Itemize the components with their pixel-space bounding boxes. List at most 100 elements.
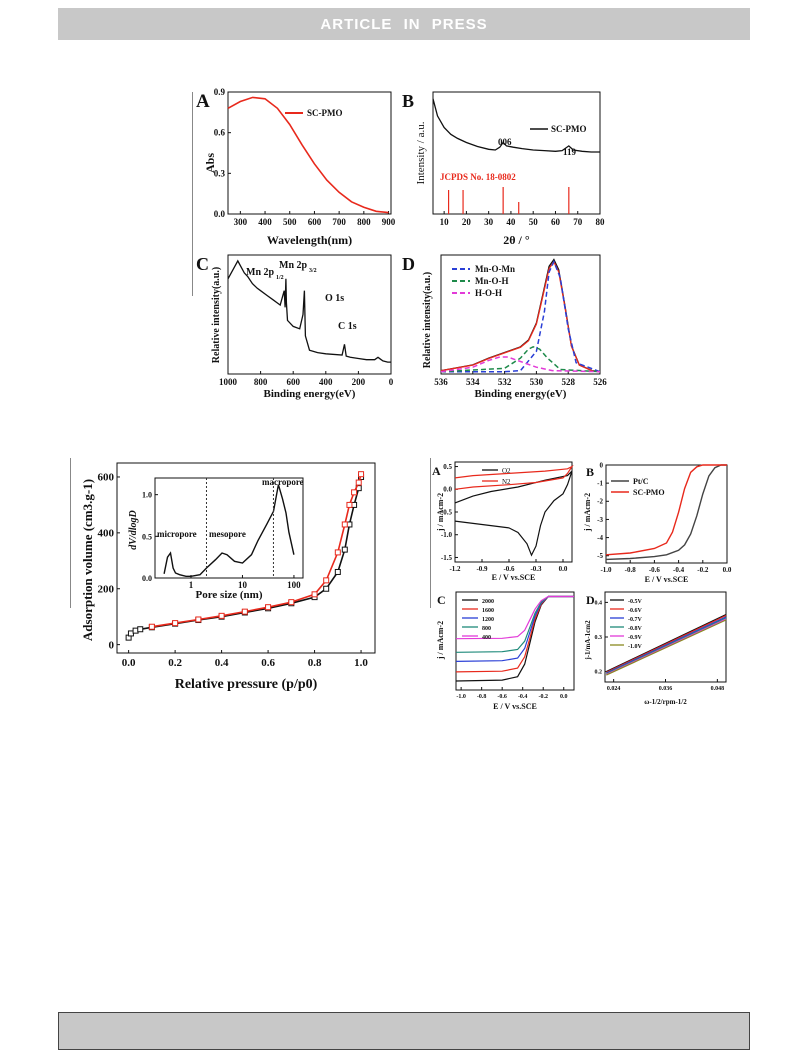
x-tick-label: 50 [529, 217, 539, 227]
y-axis-label: Adsorption volume (cm3.g-1) [80, 479, 95, 641]
panel-letter: C [437, 593, 446, 607]
x-axis-label: E / V vs.SCE [645, 575, 689, 584]
inset-y-axis-label: dV/dlogD [128, 510, 139, 549]
data-point-adsorption [323, 585, 330, 592]
y-tick-label: -5 [597, 552, 603, 560]
legend-label: SC-PMO [307, 108, 343, 118]
data-point-desorption [172, 620, 179, 627]
x-tick-label: 1000 [219, 377, 238, 387]
peak-label-o1s: O 1s [325, 293, 344, 304]
legend-label: 1600 [482, 608, 494, 614]
x-tick-label: 0.0 [723, 566, 732, 574]
legend-label: 1200 [482, 617, 494, 623]
legend-label: -0.6V [628, 608, 642, 614]
y-tick-label: 600 [98, 472, 115, 484]
data-point-desorption [355, 479, 362, 486]
x-axis-label: 2θ / ° [503, 233, 530, 247]
x-tick-label: -0.2 [538, 694, 548, 700]
legend-label: -0.7V [628, 617, 642, 623]
peak-label-mn-2p32: Mn 2p [279, 260, 308, 271]
inset-series-line [163, 484, 295, 577]
y-tick-label: 0.0 [443, 486, 452, 494]
legend-label: 800 [482, 626, 491, 632]
x-tick-label: 534 [466, 377, 480, 387]
y-tick-label: 0.3 [214, 168, 226, 178]
x-axis-label: Wavelength(nm) [267, 233, 352, 247]
figure-divider [192, 92, 193, 296]
axis-frame [604, 591, 727, 683]
region-label: macropore [262, 477, 304, 487]
series-line-kl [606, 618, 727, 675]
y-tick-label: -3 [597, 516, 603, 524]
legend-label: N2 [502, 478, 511, 486]
y-axis-label: j / mAcm-2 [436, 493, 445, 532]
data-point-adsorption [334, 568, 341, 575]
axis-frame [454, 461, 573, 563]
y-tick-label: 0 [109, 639, 115, 651]
series-line-sc-pmo [227, 96, 389, 214]
y-axis-label: j / mAcm-2 [436, 621, 445, 660]
series-line-mn-o-mn [441, 259, 601, 373]
legend-label: -0.8V [628, 626, 642, 632]
axis-frame [432, 91, 601, 215]
x-tick-label: -1.2 [449, 565, 461, 573]
x-tick-label: -1.0 [456, 694, 466, 700]
legend-label: -1.0V [628, 644, 642, 650]
x-tick-label: 60 [551, 217, 561, 227]
x-tick-label: -0.8 [625, 566, 637, 574]
y-tick-label: 400 [98, 528, 115, 540]
banner-text: ARTICLE IN PRESS [320, 15, 488, 33]
x-tick-label: 20 [462, 217, 472, 227]
series-line-o2 [454, 470, 573, 557]
y-tick-label: 0.3 [595, 635, 603, 641]
x-tick-label: 536 [434, 377, 448, 387]
series-line-rpm-800 [455, 595, 574, 653]
x-tick-label: 532 [498, 377, 512, 387]
y-axis-label: j-1/mA-1cm2 [584, 620, 592, 661]
series-line-kl [606, 613, 727, 673]
data-point-desorption [288, 599, 295, 606]
x-tick-label: -0.6 [649, 566, 661, 574]
x-tick-label: 500 [283, 217, 297, 227]
x-tick-label: 1.0 [354, 657, 368, 669]
y-tick-label: -1.5 [441, 554, 453, 562]
legend-label: O2 [502, 467, 511, 475]
series-line-kl [606, 614, 727, 673]
panel-letter: D [402, 254, 415, 274]
axis-frame [605, 464, 728, 564]
data-point-desorption [351, 489, 358, 496]
peak-label-subscript: 1/2 [276, 275, 284, 281]
chart-orr-C-rpm: -1.0 -0.8 -0.6 -0.4 -0.2 0.0 2000 1600 1200 800 40… [436, 591, 575, 711]
series-line-rpm-400 [455, 595, 574, 640]
x-tick-label: 0.048 [711, 686, 725, 692]
x-tick-label: 400 [258, 217, 272, 227]
peak-label-subscript: 3/2 [309, 268, 317, 274]
x-tick-label: 40 [506, 217, 516, 227]
panel-letter: B [586, 465, 594, 479]
peak-label-c1s: C 1s [338, 321, 357, 332]
inset-x-tick-label: 10 [238, 580, 248, 590]
panel-letter: C [196, 254, 209, 274]
data-point-desorption [323, 577, 330, 584]
legend-label: SC-PMO [551, 124, 587, 134]
legend-label: Mn-O-H [475, 276, 509, 286]
y-tick-label: -1.0 [441, 531, 453, 539]
x-tick-label: 700 [332, 217, 346, 227]
panel-letter: D [586, 593, 595, 607]
axis-frame [116, 462, 376, 654]
series-line-mn-o-h [440, 345, 601, 373]
x-tick-label: 530 [530, 377, 544, 387]
x-tick-label: -0.6 [503, 565, 515, 573]
inset-x-axis-label: Pore size (nm) [196, 589, 263, 601]
x-tick-label: 0.0 [559, 565, 568, 573]
series-line-kl [606, 616, 727, 674]
data-point-desorption [311, 591, 318, 598]
data-point-desorption [218, 612, 225, 619]
series-line-kl [606, 619, 727, 676]
legend-label: Pt/C [633, 477, 649, 486]
chart-bet-isotherm: 0.0 0.2 0.4 0.6 0.8 1.0 0 200 400 600 Relative pre… [80, 462, 376, 692]
envelope-fit [440, 260, 601, 373]
inset-y-tick-label: 0.0 [142, 574, 152, 583]
x-tick-label: 800 [254, 377, 268, 387]
